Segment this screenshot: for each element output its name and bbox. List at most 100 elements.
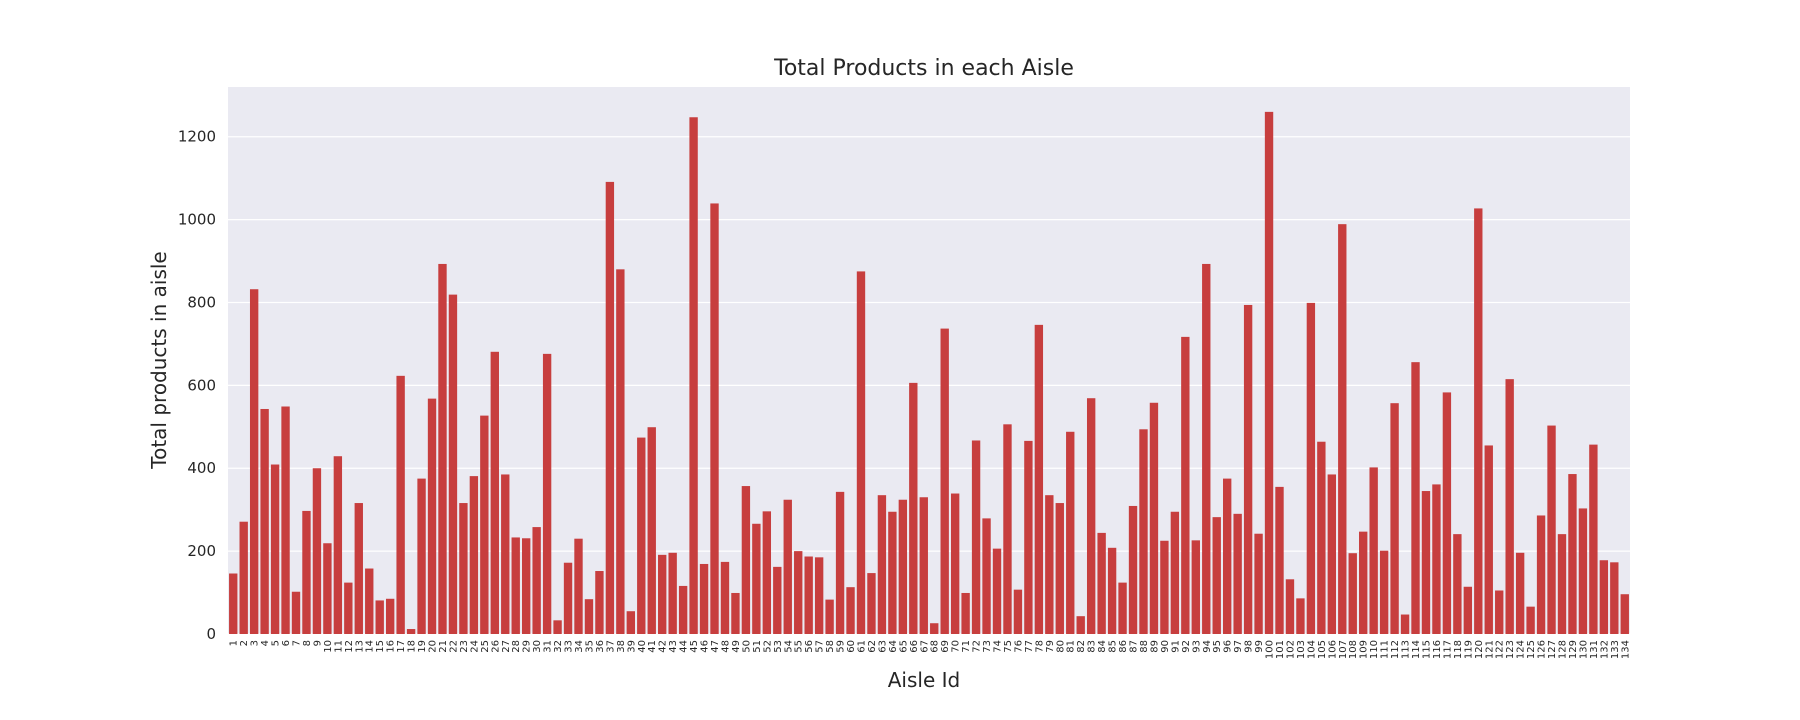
x-tick-label: 4 [260,640,271,646]
x-tick-label: 14 [365,640,376,653]
x-tick-label: 26 [490,640,501,653]
bar-aisle-58 [825,599,834,634]
bar-aisle-30 [532,527,541,634]
bar-aisle-38 [616,269,625,634]
bar-aisle-85 [1107,547,1117,634]
x-tick-label: 37 [605,640,616,653]
bar-aisle-3 [249,289,259,634]
bar-aisle-13 [354,503,363,634]
bar-aisle-91 [1170,511,1180,634]
x-tick-label: 40 [637,640,648,653]
x-tick-label: 123 [1505,640,1516,659]
bar-aisle-133 [1610,562,1619,634]
bar-aisle-40 [637,437,646,634]
bar-aisle-14 [365,568,374,634]
x-tick-label: 133 [1610,640,1621,659]
x-tick-label: 57 [815,640,826,653]
bar-aisle-117 [1442,392,1452,634]
bar-aisle-2 [239,521,248,634]
x-tick-label: 132 [1599,640,1610,659]
bar-aisle-76 [1013,589,1023,634]
bar-aisle-132 [1599,560,1609,634]
bar-aisle-53 [773,566,782,634]
bar-aisle-33 [563,562,573,634]
x-tick-label: 77 [1024,640,1035,653]
x-tick-label: 68 [930,640,941,653]
x-tick-label: 66 [909,640,920,653]
x-tick-label: 124 [1516,640,1527,659]
x-tick-label: 12 [344,640,355,653]
x-tick-label: 96 [1223,640,1234,653]
x-tick-label: 36 [595,640,606,653]
x-tick-label: 114 [1411,640,1422,659]
y-axis-label: Total products in aisle [147,251,171,469]
bar-aisle-71 [961,592,970,634]
bar-aisle-115 [1421,491,1431,634]
x-tick-label: 92 [1181,640,1192,653]
bar-aisle-127 [1547,425,1556,634]
x-tick-label: 38 [616,640,627,653]
x-tick-label: 101 [1275,640,1286,659]
x-tick-label: 25 [480,640,491,653]
x-tick-label: 95 [1212,640,1223,653]
bar-aisle-102 [1285,579,1295,634]
x-tick-label: 35 [584,640,595,653]
x-tick-labels: 1 2 3 4 5 6 7 8 9 10 11 12 13 14 15 16 17 18 19 20 21 22 23 24 2… [229,640,1632,659]
x-tick-label: 13 [354,640,365,653]
x-tick-label: 27 [501,640,512,653]
bar-aisle-20 [427,398,437,634]
x-tick-label: 103 [1296,640,1307,659]
x-tick-label: 28 [511,640,522,653]
x-tick-label: 39 [626,640,637,653]
x-tick-label: 34 [574,640,585,653]
bar-aisle-119 [1463,586,1473,634]
bar-aisle-41 [647,427,656,634]
bar-aisle-81 [1066,431,1075,634]
x-tick-label: 127 [1547,640,1558,659]
bar-aisle-131 [1589,444,1598,634]
x-tick-label: 89 [1149,640,1160,653]
bar-aisle-103 [1296,598,1305,634]
bar-aisle-10 [323,543,332,634]
bar-aisle-23 [459,503,468,634]
bar-aisle-124 [1515,552,1525,634]
x-tick-label: 119 [1463,640,1474,659]
bar-aisle-79 [1045,495,1054,634]
bar-aisle-122 [1495,590,1504,634]
bar-aisle-130 [1578,508,1588,634]
bar-aisle-101 [1275,486,1284,634]
bar-aisle-97 [1233,513,1242,634]
x-tick-label: 125 [1526,640,1537,659]
bar-aisle-34 [574,538,583,634]
bar-aisle-9 [312,468,322,634]
bar-aisle-27 [501,474,510,634]
bar-aisle-111 [1379,550,1389,634]
x-tick-label: 112 [1390,640,1401,659]
bar-aisle-19 [417,478,426,634]
y-tick-label: 1200 [178,128,216,146]
x-tick-label: 8 [302,640,313,646]
x-tick-label: 128 [1557,640,1568,659]
x-tick-label: 18 [407,640,418,653]
bar-aisle-26 [490,351,499,634]
x-tick-label: 126 [1537,640,1548,659]
x-tick-label: 42 [658,640,669,653]
y-tick-label: 400 [187,459,216,477]
bar-aisle-109 [1359,531,1368,634]
bar-aisle-134 [1620,594,1629,634]
x-tick-label: 80 [1055,640,1066,653]
bar-aisle-18 [406,629,416,634]
bar-aisle-125 [1526,606,1535,634]
x-tick-label: 81 [1066,640,1077,653]
bar-aisle-50 [741,486,751,634]
bar-aisle-123 [1505,379,1514,634]
bar-aisle-93 [1191,540,1200,634]
x-tick-label: 88 [1139,640,1150,653]
x-tick-label: 29 [522,640,533,653]
x-tick-label: 61 [856,640,867,653]
x-tick-label: 94 [1202,640,1213,653]
x-tick-label: 5 [271,640,282,646]
x-tick-label: 121 [1484,640,1495,659]
x-tick-label: 46 [700,640,711,653]
x-tick-label: 24 [469,640,480,653]
